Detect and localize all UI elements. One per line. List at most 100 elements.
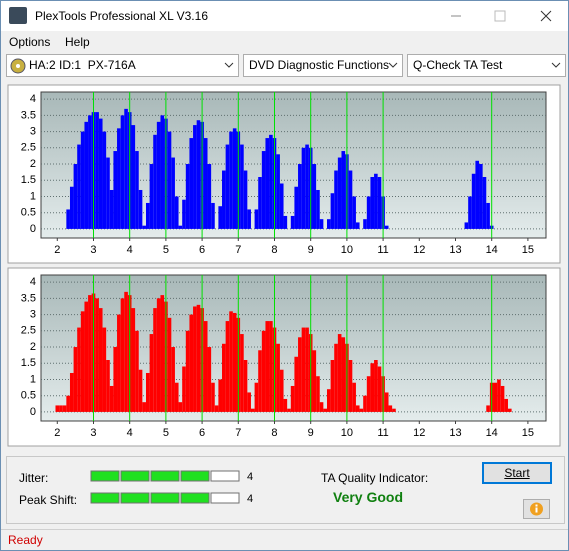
menu-item[interactable]: Options [9, 35, 51, 49]
y-tick-label: 1.5 [21, 174, 36, 186]
bar [243, 170, 248, 229]
bar [294, 186, 299, 229]
bar [305, 327, 309, 412]
bar [366, 196, 371, 229]
y-tick-label: 3 [30, 125, 36, 137]
x-tick-label: 10 [341, 427, 353, 439]
bar [240, 144, 244, 229]
bar [316, 189, 320, 229]
bar [55, 405, 60, 412]
bar [229, 131, 233, 229]
bar [486, 202, 490, 229]
bar [341, 337, 346, 412]
bar [468, 196, 472, 229]
y-tick-label: 2.5 [21, 142, 36, 154]
bar [261, 330, 266, 412]
bar [374, 173, 378, 229]
bar [203, 321, 208, 412]
bar [464, 222, 469, 229]
bar [222, 170, 226, 229]
y-tick-label: 2.5 [21, 325, 36, 337]
x-tick-label: 8 [271, 244, 277, 256]
meter-value: 4 [247, 471, 253, 483]
status-text: Ready [8, 533, 43, 547]
bar [77, 327, 81, 412]
meter-fill [121, 471, 149, 481]
bar [218, 206, 222, 229]
bar [207, 164, 212, 229]
bar [211, 382, 215, 412]
maximize[interactable] [494, 10, 506, 22]
bar [326, 389, 331, 412]
bar [109, 189, 114, 229]
bar [330, 360, 335, 412]
bar [384, 392, 389, 412]
bar [312, 164, 317, 229]
bar [305, 144, 309, 229]
bar [500, 385, 505, 412]
drive-select[interactable]: HA:2 ID:1 PX-716A [6, 54, 239, 77]
bar [160, 295, 165, 412]
x-tick-label: 9 [308, 427, 314, 439]
function-select[interactable]: DVD Diagnostic Functions [243, 54, 403, 77]
bar [207, 347, 212, 412]
y-tick-label: 0.5 [21, 207, 36, 219]
x-tick-label: 6 [199, 244, 205, 256]
bar [214, 405, 219, 412]
bar [370, 177, 375, 229]
peak-shift-label: Peak Shift: [19, 493, 78, 507]
bar [167, 131, 172, 229]
x-tick-label: 2 [54, 244, 60, 256]
bar [142, 225, 146, 229]
menu-item[interactable]: Help [65, 35, 90, 49]
bar [120, 115, 125, 229]
bar [135, 330, 139, 412]
bar [182, 366, 186, 412]
close[interactable] [540, 10, 552, 22]
x-tick-label: 12 [413, 244, 425, 256]
x-tick-label: 11 [377, 244, 388, 256]
function-text: DVD Diagnostic Functions [249, 58, 390, 72]
y-tick-label: 3 [30, 308, 36, 320]
test-select[interactable]: Q-Check TA Test [407, 54, 566, 77]
bar [66, 209, 70, 229]
bar [265, 138, 270, 229]
bar [193, 125, 197, 229]
bar [109, 385, 114, 412]
bar [178, 402, 183, 412]
bar [254, 209, 259, 229]
bar [337, 157, 342, 229]
window-controls[interactable] [431, 1, 568, 31]
bar [377, 366, 382, 412]
bar [98, 308, 103, 412]
bar [232, 128, 237, 229]
bar [276, 343, 280, 412]
bar [124, 291, 128, 412]
bar [95, 112, 99, 229]
bar [290, 215, 295, 229]
bar [189, 314, 194, 412]
bar [117, 128, 121, 229]
bar [475, 160, 480, 229]
bar [287, 408, 291, 412]
bar [160, 115, 165, 229]
y-tick-label: 1 [30, 190, 36, 202]
meter-fill [181, 471, 209, 481]
bar [334, 343, 338, 412]
bar [254, 382, 259, 412]
start-button[interactable]: Start [482, 462, 552, 484]
title-bar [1, 1, 568, 31]
window-title: PlexTools Professional XL V3.16 [35, 9, 208, 23]
y-tick-label: 4 [30, 93, 36, 105]
bar [269, 134, 273, 229]
drive-text: HA:2 ID:1 PX-716A [29, 58, 136, 72]
x-tick-label: 15 [522, 427, 534, 439]
bar [377, 177, 382, 229]
bar [135, 151, 139, 229]
bar [203, 138, 208, 229]
info-button[interactable] [523, 499, 550, 519]
bar [95, 298, 99, 412]
x-tick-label: 9 [308, 244, 314, 256]
bar [193, 306, 197, 412]
